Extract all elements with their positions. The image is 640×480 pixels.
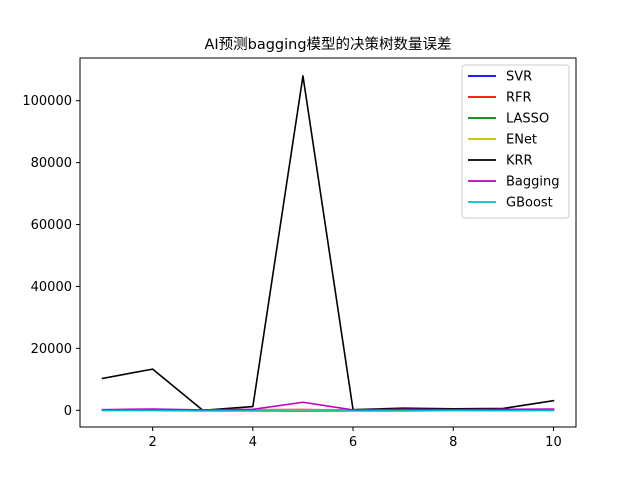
x-tick-label: 6 [349, 435, 357, 450]
plot-area [101, 75, 555, 413]
legend-label-bagging: Bagging [506, 175, 560, 190]
legend-label-svr: SVR [506, 70, 532, 85]
y-tick-label: 40000 [31, 280, 72, 295]
legend-label-rfr: RFR [506, 91, 532, 106]
axes: 2 4 6 8 10 0 20000 40000 60000 80000 100000 [22, 57, 577, 450]
legend-label-lasso: LASSO [506, 112, 549, 127]
x-tick-label: 10 [545, 435, 562, 450]
legend-box [461, 64, 570, 219]
legend-label-enet: ENet [506, 133, 537, 148]
y-tick-label: 80000 [31, 156, 72, 171]
y-tick-label: 0 [64, 404, 72, 419]
y-tick-label: 100000 [22, 94, 72, 109]
x-tick-label: 2 [149, 435, 157, 450]
x-tick-label: 8 [449, 435, 457, 450]
x-tick-label: 4 [249, 435, 257, 450]
legend-label-gboost: GBoost [506, 196, 553, 211]
series-line-krr [101, 75, 555, 412]
chart-title: AI预测bagging模型的决策树数量误差 [204, 36, 451, 53]
y-tick-label: 60000 [31, 218, 72, 233]
series-line-bagging [101, 401, 555, 411]
y-tick-label: 20000 [31, 342, 72, 357]
axes-frame [79, 57, 577, 428]
legend: SVR RFR LASSO ENet KRR Bagging GBoost [461, 64, 570, 219]
series-line-gboost [101, 409, 555, 413]
legend-label-krr: KRR [506, 154, 533, 169]
